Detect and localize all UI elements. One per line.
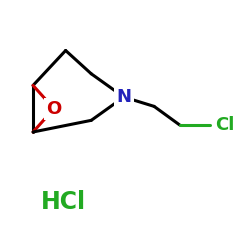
Text: O: O bbox=[46, 100, 62, 118]
Text: N: N bbox=[116, 88, 131, 106]
Text: HCl: HCl bbox=[41, 190, 86, 214]
Text: Cl: Cl bbox=[215, 116, 234, 134]
